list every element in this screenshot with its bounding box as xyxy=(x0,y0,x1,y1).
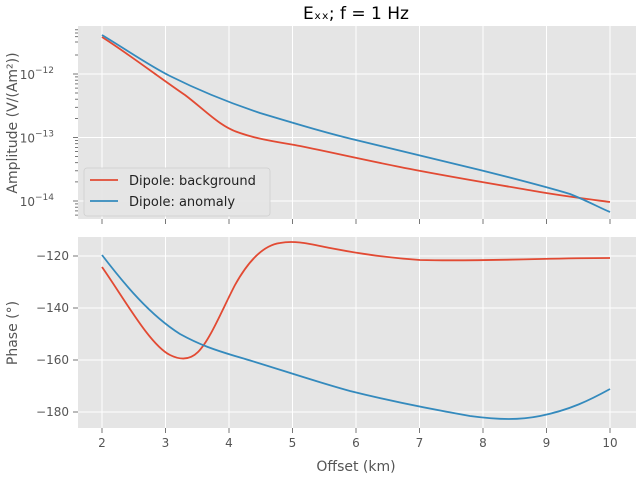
phase-xticks xyxy=(101,428,611,433)
xtick-6: 6 xyxy=(352,436,360,450)
ytick-1e-13: 10−13 xyxy=(20,130,54,146)
phase-ylabel: Phase (°) xyxy=(5,301,21,365)
ytick-minus-180: −180 xyxy=(36,405,69,419)
phase-xtick-labels: 2 3 4 5 6 7 8 9 10 xyxy=(98,436,617,450)
legend-label-background: Dipole: background xyxy=(129,174,256,189)
amplitude-ylabel: Amplitude (V/(Am²)) xyxy=(5,52,21,193)
amplitude-xticks xyxy=(101,219,611,224)
xtick-10: 10 xyxy=(602,436,617,450)
phase-yticks xyxy=(73,255,78,413)
xtick-2: 2 xyxy=(98,436,106,450)
phase-anomaly-line xyxy=(101,254,611,420)
xtick-8: 8 xyxy=(479,436,487,450)
amplitude-ytick-labels: 10−12 10−13 10−14 xyxy=(20,66,55,209)
chart-title: Eₓₓ; f = 1 Hz xyxy=(303,4,409,24)
ytick-minus-140: −140 xyxy=(36,301,69,315)
phase-background-line xyxy=(101,241,611,360)
xtick-7: 7 xyxy=(416,436,424,450)
ytick-1e-12: 10−12 xyxy=(20,66,54,82)
phase-ytick-labels: −120 −140 −160 −180 xyxy=(36,249,69,419)
ytick-1e-14: 10−14 xyxy=(20,193,55,209)
legend-label-anomaly: Dipole: anomaly xyxy=(129,195,235,210)
amplitude-anomaly-line xyxy=(101,34,611,213)
phase-xlabel: Offset (km) xyxy=(316,459,395,475)
xtick-3: 3 xyxy=(162,436,170,450)
amplitude-grid xyxy=(78,26,636,219)
xtick-9: 9 xyxy=(543,436,551,450)
phase-grid xyxy=(78,237,636,428)
legend: Dipole: background Dipole: anomaly xyxy=(83,167,271,217)
amplitude-yticks xyxy=(73,29,78,216)
amplitude-axes: 10−12 10−13 10−14 Amplitude (V/(Am²)) Di… xyxy=(5,26,636,224)
xtick-4: 4 xyxy=(225,436,233,450)
legend-box xyxy=(83,167,271,217)
ytick-minus-120: −120 xyxy=(36,249,69,263)
ytick-minus-160: −160 xyxy=(36,353,69,367)
phase-plot-area xyxy=(78,237,636,428)
xtick-5: 5 xyxy=(289,436,297,450)
amplitude-background-line xyxy=(101,36,611,203)
phase-axes: −120 −140 −160 −180 2 3 4 5 6 7 8 9 10 O… xyxy=(5,237,636,475)
